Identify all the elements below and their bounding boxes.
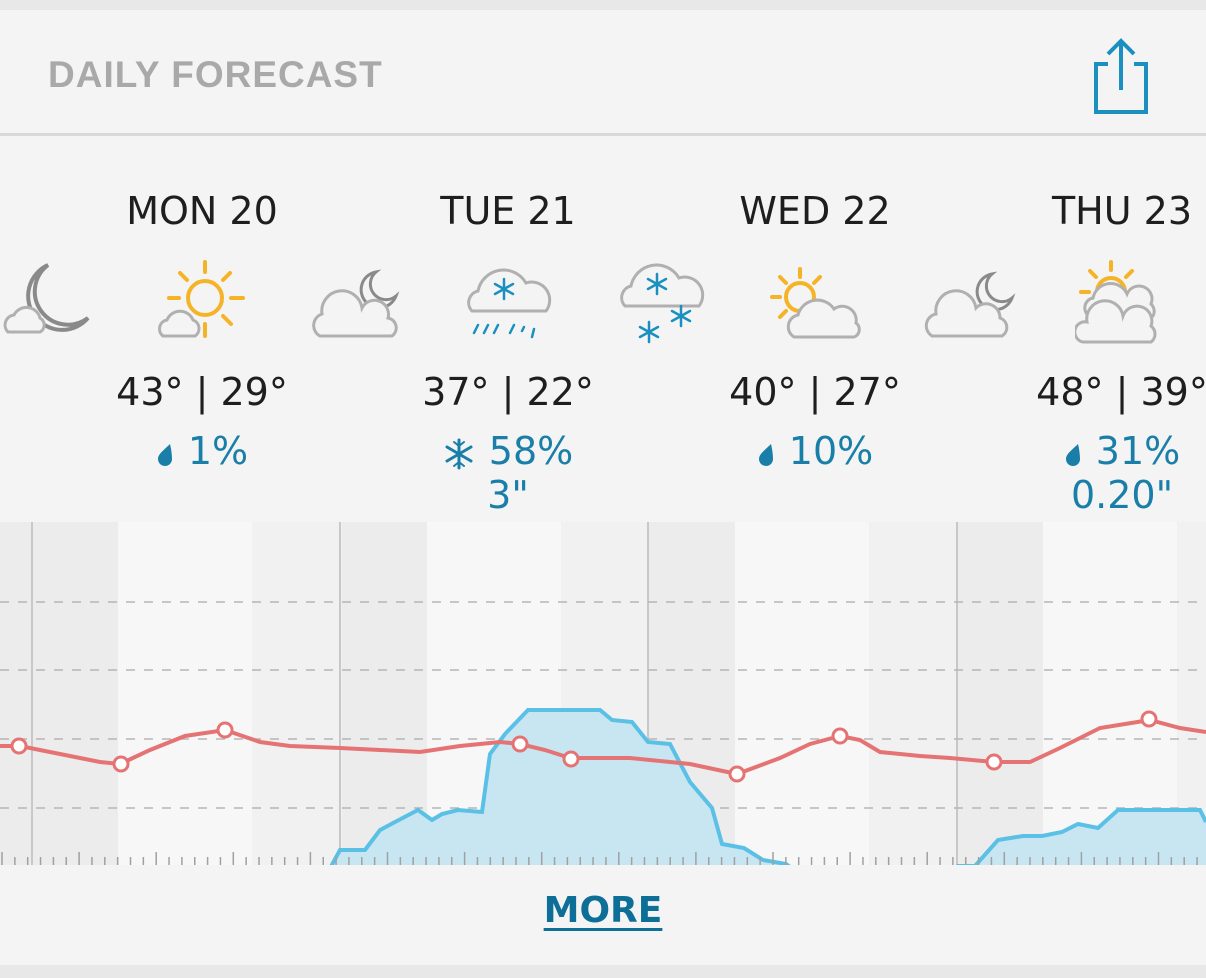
more-link[interactable]: MORE bbox=[543, 890, 663, 931]
raindrop-icon bbox=[1065, 443, 1080, 466]
moon-cloud-icon bbox=[312, 269, 400, 338]
temperature-range: 43° | 29° bbox=[116, 370, 288, 414]
snowflake-icon bbox=[445, 438, 473, 469]
moon-cloud-icon bbox=[924, 271, 1016, 338]
day-label: WED 22 bbox=[739, 189, 891, 233]
moon-cloud-icon bbox=[3, 263, 90, 334]
precip-percent: 1% bbox=[187, 429, 249, 473]
precip-chance: 31% 0.20" bbox=[962, 429, 1206, 517]
card-header: DAILY FORECAST bbox=[0, 10, 1206, 136]
temperature-markers bbox=[10, 710, 1158, 783]
day-column-mon[interactable]: MON 20 43° | 29° 1% bbox=[42, 185, 362, 473]
temp-marker bbox=[985, 753, 1003, 771]
more-section: MORE bbox=[0, 890, 1206, 931]
hour-ticks bbox=[1, 852, 1198, 865]
temp-marker bbox=[216, 721, 234, 739]
temp-marker bbox=[728, 765, 746, 783]
share-icon bbox=[1094, 38, 1148, 114]
precip-chance: 10% bbox=[655, 429, 975, 473]
temp-marker bbox=[10, 737, 28, 755]
temp-marker bbox=[831, 727, 849, 745]
temperature-range: 48° | 39° bbox=[1036, 370, 1206, 414]
raindrop-icon bbox=[758, 443, 773, 466]
raindrop-icon bbox=[157, 443, 172, 466]
precip-percent: 58% bbox=[488, 429, 574, 473]
daily-forecast-card: DAILY FORECAST MON 20 43° | 29° 1% TUE 2… bbox=[0, 10, 1206, 965]
precipitation-area bbox=[0, 710, 1206, 865]
precip-chance: 1% bbox=[42, 429, 362, 473]
precip-percent: 10% bbox=[788, 429, 874, 473]
temp-marker bbox=[112, 755, 130, 773]
temp-marker bbox=[1140, 710, 1158, 728]
sun-cloud-icon bbox=[158, 260, 245, 338]
temp-marker bbox=[511, 735, 529, 753]
temp-marker bbox=[562, 750, 580, 768]
day-label: THU 23 bbox=[1051, 189, 1193, 233]
precip-amount: 3" bbox=[487, 473, 529, 517]
temperature-range: 40° | 27° bbox=[729, 370, 901, 414]
day-column-tue[interactable]: TUE 21 37° | 22° 58% 3" bbox=[348, 185, 668, 517]
temperature-range: 37° | 22° bbox=[422, 370, 594, 414]
day-label: TUE 21 bbox=[440, 189, 576, 233]
day-column-thu[interactable]: THU 23 48° | 39° 31% 0.20" bbox=[962, 185, 1206, 517]
sun-cloud-icon bbox=[770, 267, 861, 339]
precip-chance: 58% 3" bbox=[348, 429, 668, 517]
precip-amount: 0.20" bbox=[1070, 473, 1174, 517]
card-title: DAILY FORECAST bbox=[48, 54, 383, 95]
precip-percent: 31% bbox=[1095, 429, 1181, 473]
sun-cloud-icon bbox=[1075, 260, 1157, 344]
snow-cloud-icon bbox=[620, 263, 705, 344]
snow-rain-cloud-icon bbox=[467, 268, 552, 339]
precipitation-line bbox=[329, 708, 1206, 865]
hourly-chart[interactable] bbox=[0, 522, 1206, 865]
day-column-wed[interactable]: WED 22 40° | 27° 10% bbox=[655, 185, 975, 473]
share-button[interactable] bbox=[1086, 38, 1156, 118]
day-label: MON 20 bbox=[126, 189, 278, 233]
